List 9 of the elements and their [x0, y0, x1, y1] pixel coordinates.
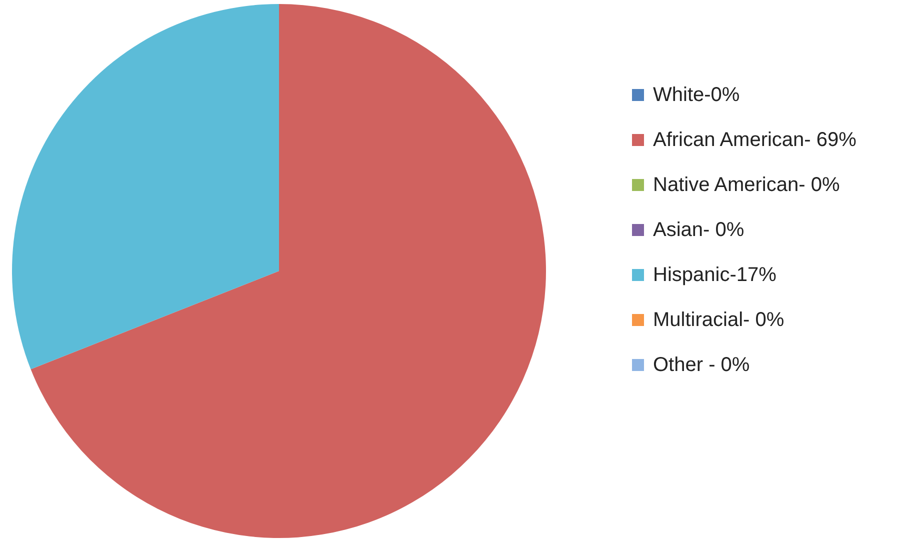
pie-slice	[12, 4, 279, 370]
pie-slice	[30, 4, 546, 538]
legend-label: Hispanic-17%	[653, 264, 777, 286]
legend-label: Multiracial- 0%	[653, 309, 784, 331]
legend-label: African American- 69%	[653, 129, 857, 151]
legend-label: White-0%	[653, 84, 740, 106]
legend-label: Asian- 0%	[653, 219, 744, 241]
legend-label: Native American- 0%	[653, 174, 840, 196]
legend-label: Other - 0%	[653, 354, 750, 376]
